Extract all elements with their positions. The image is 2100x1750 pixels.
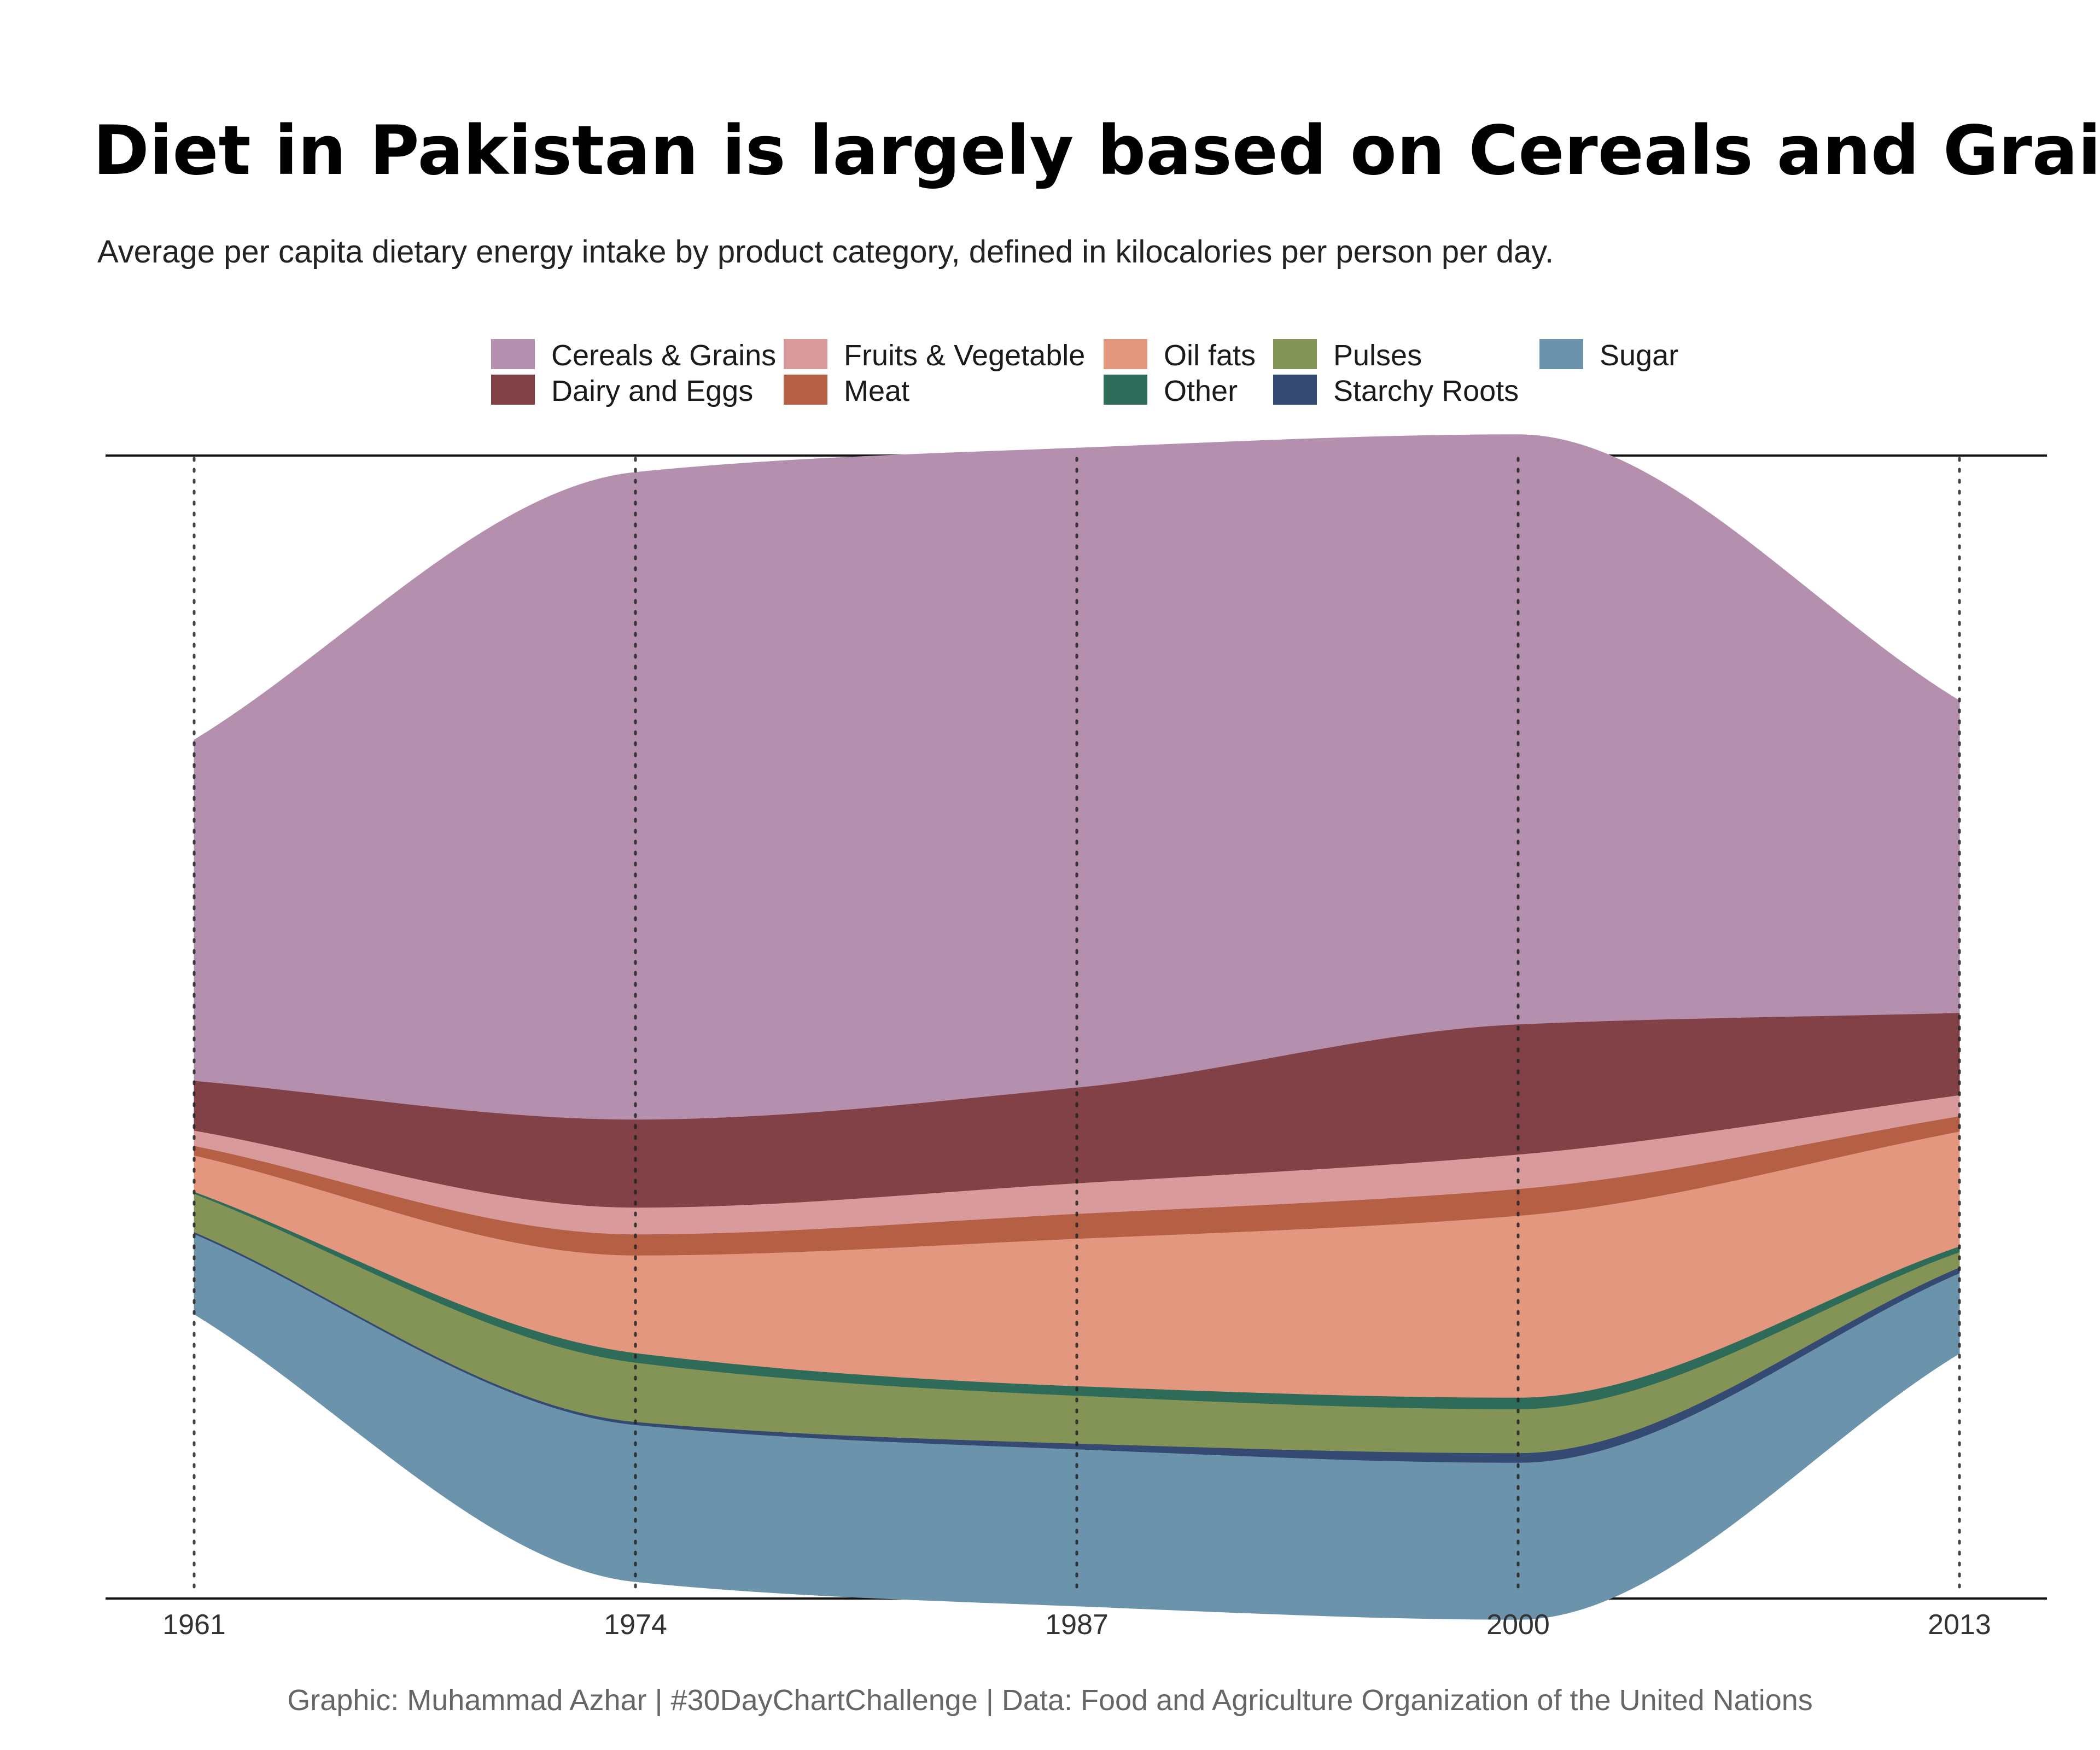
- legend: Cereals & Grains Fruits & Vegetable Oil fa…: [491, 339, 1678, 407]
- legend-swatch-oil-fats: [1104, 339, 1147, 369]
- chart-subtitle: Average per capita dietary energy intake…: [97, 234, 1554, 270]
- legend-swatch-other: [1104, 375, 1147, 405]
- legend-swatch-sugar: [1539, 339, 1583, 369]
- legend-label-cereals-and-grains: Cereals & Grains: [551, 339, 776, 372]
- legend-item-cereals-and-grains: Cereals & Grains: [491, 339, 776, 372]
- legend-swatch-fruits-and-vegetable: [784, 339, 827, 369]
- legend-item-fruits-and-vegetable: Fruits & Vegetable: [784, 339, 1085, 372]
- x-tick-label-2013: 2013: [1928, 1609, 1991, 1641]
- legend-swatch-cereals-and-grains: [491, 339, 535, 369]
- legend-label-starchy-roots: Starchy Roots: [1333, 375, 1519, 407]
- x-tick-label-1961: 1961: [162, 1609, 226, 1641]
- legend-label-fruits-and-vegetable: Fruits & Vegetable: [844, 339, 1085, 372]
- legend-item-other: Other: [1104, 375, 1238, 407]
- x-tick-label-1974: 1974: [604, 1609, 667, 1641]
- grid-lines: [192, 457, 1961, 1597]
- x-tick-label-2000: 2000: [1486, 1609, 1550, 1641]
- legend-swatch-starchy-roots: [1273, 375, 1317, 405]
- legend-item-starchy-roots: Starchy Roots: [1273, 375, 1519, 407]
- legend-swatch-dairy-and-eggs: [491, 375, 535, 405]
- legend-label-other: Other: [1164, 375, 1238, 407]
- legend-item-pulses: Pulses: [1273, 339, 1422, 372]
- legend-label-dairy-and-eggs: Dairy and Eggs: [551, 375, 753, 407]
- legend-swatch-meat: [784, 375, 827, 405]
- legend-label-oil-fats: Oil fats: [1164, 339, 1256, 372]
- chart-caption: Graphic: Muhammad Azhar | #30DayChartCha…: [287, 1684, 1813, 1717]
- legend-swatch-pulses: [1273, 339, 1317, 369]
- legend-label-pulses: Pulses: [1333, 339, 1422, 372]
- chart-title: Diet in Pakistan is largely based on Cer…: [93, 112, 2100, 190]
- legend-item-meat: Meat: [784, 375, 909, 407]
- legend-item-dairy-and-eggs: Dairy and Eggs: [491, 375, 753, 407]
- x-axis-ticks: 1961 1974 1987 2000 2013: [162, 1609, 1991, 1641]
- x-tick-label-1987: 1987: [1045, 1609, 1109, 1641]
- legend-item-oil-fats: Oil fats: [1104, 339, 1256, 372]
- legend-item-sugar: Sugar: [1539, 339, 1678, 372]
- legend-label-sugar: Sugar: [1600, 339, 1678, 372]
- legend-label-meat: Meat: [844, 375, 909, 407]
